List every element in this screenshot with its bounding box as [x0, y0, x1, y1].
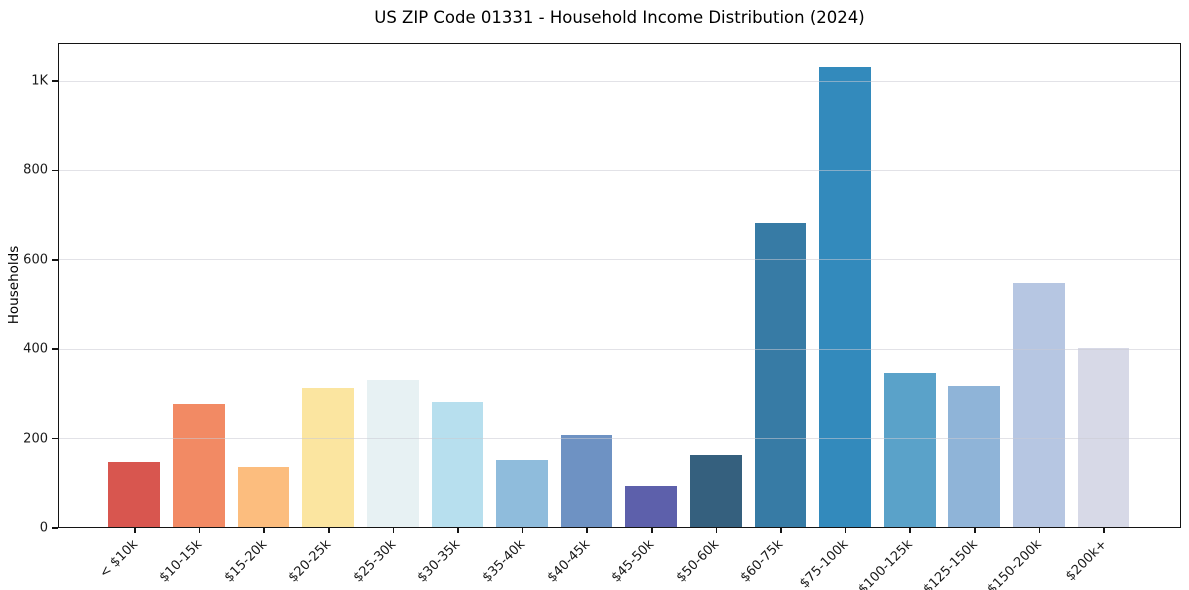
- y-tick-mark: [52, 258, 58, 261]
- bar-45-50k: [625, 485, 678, 527]
- y-tick-label: 1K: [31, 73, 48, 89]
- x-tick-mark: [521, 528, 524, 533]
- bar-10-15k: [173, 404, 225, 527]
- chart-title: US ZIP Code 01331 - Household Income Dis…: [374, 8, 865, 27]
- bar-35-40k: [496, 459, 548, 527]
- x-tick-mark: [392, 528, 395, 533]
- x-tick-label: < $10k: [96, 537, 141, 582]
- bar-125-150k: [948, 386, 1001, 527]
- x-tick-mark: [1103, 528, 1105, 533]
- bar-15-20k: [237, 466, 290, 527]
- gridline-800: [59, 170, 1180, 171]
- x-tick-label: $100-125k: [855, 537, 916, 590]
- x-tick-mark: [263, 528, 265, 533]
- y-tick-label: 200: [23, 431, 48, 447]
- x-tick-mark: [715, 528, 718, 533]
- y-tick-mark: [52, 527, 58, 529]
- bar-10k: [108, 462, 161, 527]
- x-tick-label: $15-20k: [221, 537, 270, 586]
- x-tick-label: $60-75k: [738, 537, 787, 586]
- x-tick-mark: [198, 528, 201, 533]
- x-tick-mark: [457, 528, 459, 533]
- bar-150-200k: [1013, 283, 1065, 527]
- bar-20-25k: [302, 388, 354, 527]
- x-tick-label: $45-50k: [608, 537, 658, 586]
- bar-60-75k: [754, 223, 807, 527]
- x-tick-mark: [134, 528, 136, 533]
- x-tick-label: $125-150k: [920, 537, 981, 590]
- bar-100-125k: [883, 372, 936, 527]
- plot-area: [58, 43, 1181, 528]
- y-tick-label: 0: [39, 520, 48, 536]
- gridline-200: [59, 438, 1180, 440]
- x-tick-mark: [780, 528, 782, 533]
- x-tick-mark: [974, 528, 976, 533]
- y-tick-mark: [52, 348, 58, 350]
- x-tick-label: $20-25k: [285, 537, 335, 586]
- y-tick-mark: [52, 437, 58, 440]
- y-tick-label: 600: [23, 252, 48, 268]
- bar-75-100k: [819, 66, 871, 527]
- gridline-1k: [59, 80, 1180, 82]
- x-tick-label: $200k+: [1062, 537, 1110, 585]
- y-tick-label: 400: [23, 341, 48, 357]
- y-tick-label: 800: [23, 162, 48, 178]
- x-tick-label: $35-40k: [479, 537, 529, 586]
- gridline-600: [59, 259, 1180, 261]
- bar-25-30k: [366, 379, 419, 527]
- x-tick-label: $30-35k: [415, 537, 464, 586]
- x-tick-mark: [586, 528, 588, 533]
- x-tick-label: $10-15k: [156, 537, 206, 586]
- x-tick-label: $50-60k: [673, 537, 723, 586]
- x-tick-label: $75-100k: [796, 537, 852, 590]
- y-tick-mark: [52, 80, 58, 82]
- bar-50-60k: [689, 455, 742, 527]
- bar-30-35k: [431, 401, 484, 527]
- x-tick-label: $25-30k: [350, 537, 399, 586]
- bar-40-45k: [560, 435, 613, 527]
- x-tick-label: $150-200k: [984, 537, 1046, 590]
- x-tick-mark: [651, 528, 653, 533]
- x-tick-label: $40-45k: [544, 537, 593, 586]
- y-tick-mark: [52, 169, 58, 172]
- bar-200k: [1077, 348, 1130, 527]
- x-tick-mark: [1038, 528, 1041, 533]
- x-tick-mark: [327, 528, 330, 533]
- x-tick-mark: [844, 528, 847, 533]
- gridline-400: [59, 348, 1180, 350]
- x-tick-mark: [909, 528, 912, 533]
